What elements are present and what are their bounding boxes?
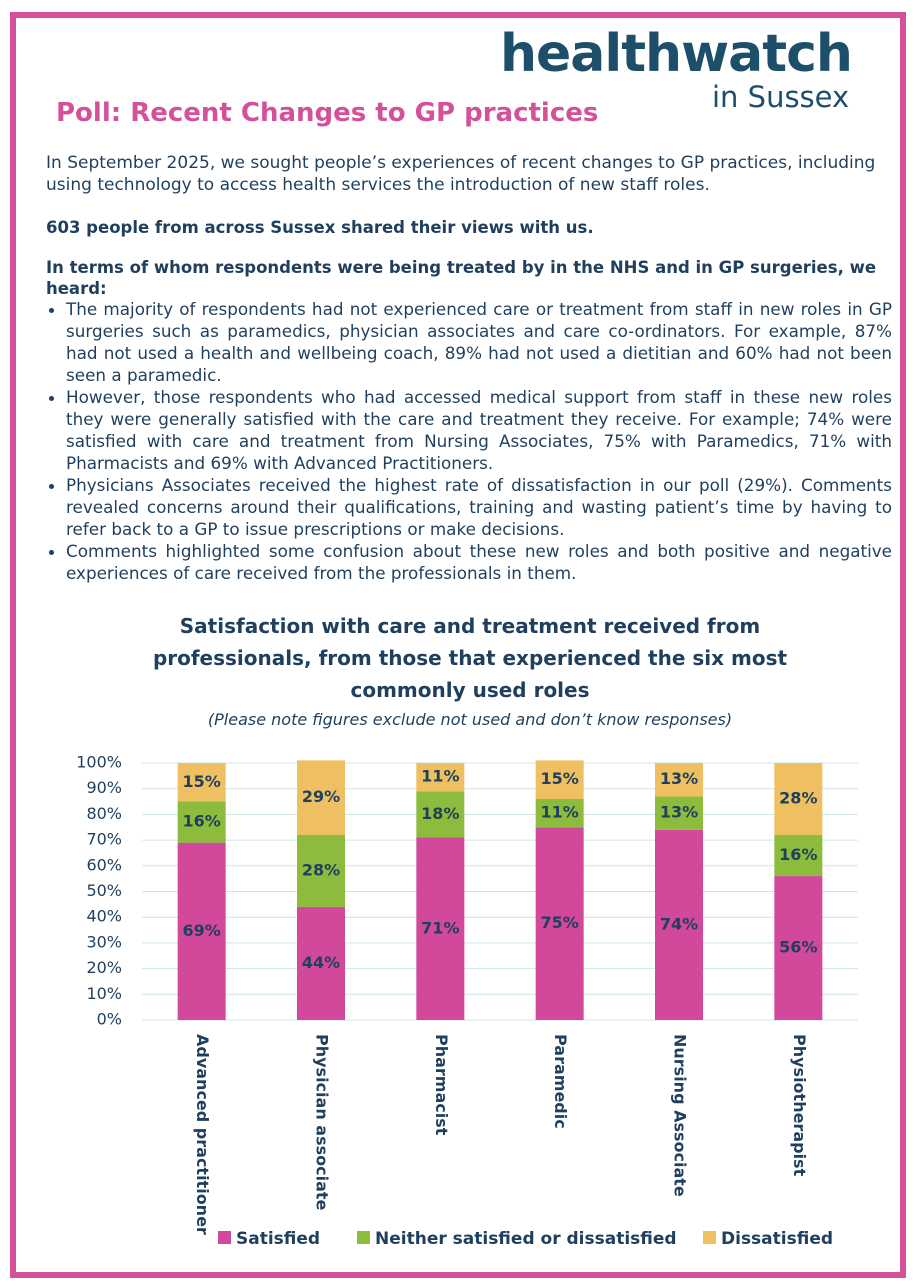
bar-segment (297, 906, 345, 1020)
value-label: 15% (183, 772, 221, 791)
bullet-list: The majority of respondents had not expe… (46, 298, 892, 584)
bar-segment (177, 801, 226, 843)
bar-segment (655, 796, 703, 830)
lead: In terms of whom respondents were being … (46, 258, 877, 298)
bar-segment (655, 829, 703, 1020)
chart-title: Satisfaction with care and treatment rec… (152, 614, 788, 702)
y-tick-label: 70% (86, 830, 122, 849)
bullet: Physicians Associates received the highe… (66, 474, 892, 540)
bar-segment (535, 827, 584, 1020)
bar-segment (416, 791, 465, 838)
x-tick-label: Paramedic (551, 1034, 570, 1129)
y-tick-label: 10% (86, 984, 122, 1003)
bar-segment (297, 834, 345, 907)
bar-segment (535, 798, 584, 828)
y-tick-label: 20% (86, 958, 122, 977)
value-label: 16% (779, 845, 817, 864)
value-label: 29% (302, 787, 340, 806)
bullet: However, those respondents who had acces… (66, 386, 892, 474)
bar-segment (177, 842, 226, 1020)
value-label: 16% (183, 812, 221, 831)
y-tick-label: 60% (86, 855, 122, 874)
legend-swatch (703, 1231, 716, 1244)
legend-label: Neither satisfied or dissatisfied (375, 1229, 677, 1249)
legend-swatch (218, 1231, 231, 1244)
x-tick-label: Nursing Associate (671, 1034, 690, 1197)
bar-segment (416, 837, 465, 1020)
value-label: 69% (183, 921, 221, 940)
bar-segment (535, 760, 584, 799)
bullet: The majority of respondents had not expe… (66, 298, 892, 386)
bar-segment (774, 834, 823, 877)
legend-label: Dissatisfied (721, 1229, 833, 1249)
frame (10, 12, 906, 1278)
bullet: Comments highlighted some confusion abou… (66, 540, 892, 584)
x-tick-label: Physiotherapist (790, 1034, 809, 1177)
bar-segment (774, 876, 823, 1020)
y-tick-label: 0% (97, 1010, 122, 1029)
value-label: 18% (421, 804, 459, 823)
bar-segment (655, 763, 703, 797)
y-tick-label: 30% (86, 932, 122, 951)
x-tick-label: Pharmacist (432, 1034, 451, 1136)
bar-segment (774, 763, 823, 835)
logo-name: healthwatch (500, 24, 853, 84)
bar-segment (177, 763, 226, 802)
value-label: 71% (421, 918, 459, 937)
value-label: 11% (421, 767, 459, 786)
y-tick-label: 40% (86, 907, 122, 926)
value-label: 75% (541, 913, 579, 932)
bar-segment (416, 763, 465, 792)
legend-swatch (357, 1231, 370, 1244)
y-tick-label: 90% (86, 778, 122, 797)
value-label: 15% (541, 769, 579, 788)
intro: In September 2025, we sought people’s ex… (46, 153, 876, 195)
y-tick-label: 50% (86, 881, 122, 900)
value-label: 28% (302, 860, 340, 879)
logo-region: in Sussex (712, 80, 850, 114)
value-label: 11% (541, 803, 579, 822)
legend-label: Satisfied (236, 1229, 320, 1249)
doc-title: Poll: Recent Changes to GP practices (56, 98, 599, 128)
value-label: 13% (660, 769, 698, 788)
highlight: 603 people from across Sussex shared the… (46, 218, 594, 237)
x-tick-label: Advanced practitioner (193, 1034, 212, 1235)
y-tick-label: 80% (86, 804, 122, 823)
chart-subtitle: (Please note figures exclude not used an… (207, 710, 733, 729)
value-label: 13% (660, 803, 698, 822)
value-label: 44% (302, 953, 340, 972)
bar-segment (297, 760, 345, 835)
value-label: 74% (660, 914, 698, 933)
y-tick-label: 100% (76, 753, 122, 772)
x-tick-label: Physician associate (313, 1034, 332, 1211)
value-label: 56% (779, 938, 817, 957)
value-label: 28% (779, 788, 817, 807)
